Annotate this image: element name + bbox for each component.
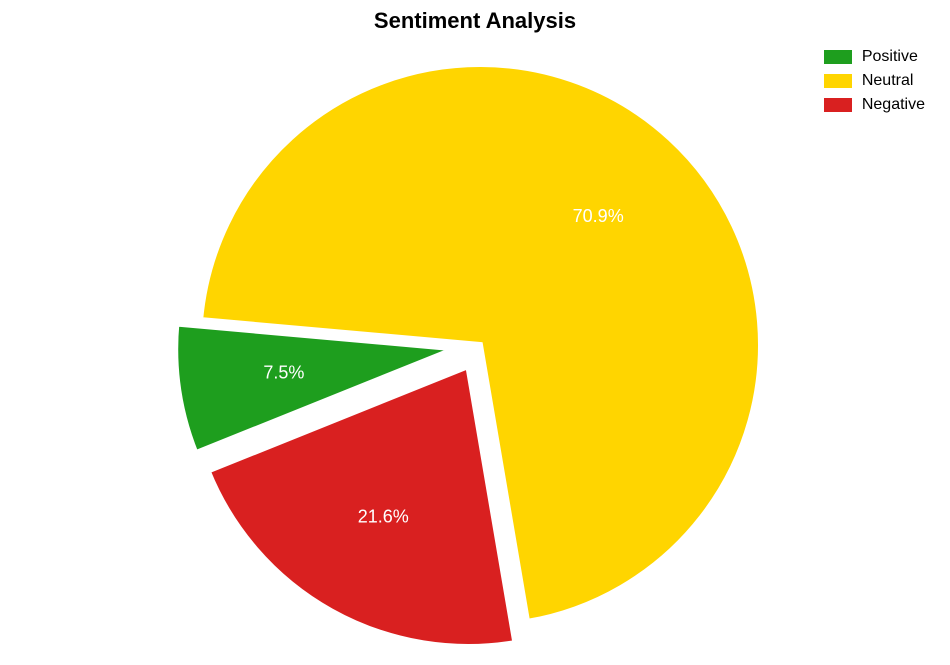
- legend-item-neutral: Neutral: [824, 72, 925, 90]
- chart-title: Sentiment Analysis: [374, 8, 576, 34]
- legend-swatch-positive: [824, 50, 852, 64]
- legend-label-negative: Negative: [862, 96, 925, 114]
- legend-label-neutral: Neutral: [862, 72, 914, 90]
- legend-label-positive: Positive: [862, 48, 918, 66]
- legend-item-positive: Positive: [824, 48, 925, 66]
- pie-label-positive: 7.5%: [263, 363, 304, 383]
- legend-swatch-neutral: [824, 74, 852, 88]
- pie-label-negative: 21.6%: [358, 507, 409, 527]
- legend-swatch-negative: [824, 98, 852, 112]
- legend-item-negative: Negative: [824, 96, 925, 114]
- pie-chart-svg: 7.5% 70.9% 21.6%: [150, 45, 810, 665]
- pie-chart-container: Sentiment Analysis 7.5% 70.9% 21.6% Positi…: [0, 0, 950, 662]
- chart-legend: Positive Neutral Negative: [824, 48, 925, 114]
- pie-label-neutral: 70.9%: [573, 206, 624, 226]
